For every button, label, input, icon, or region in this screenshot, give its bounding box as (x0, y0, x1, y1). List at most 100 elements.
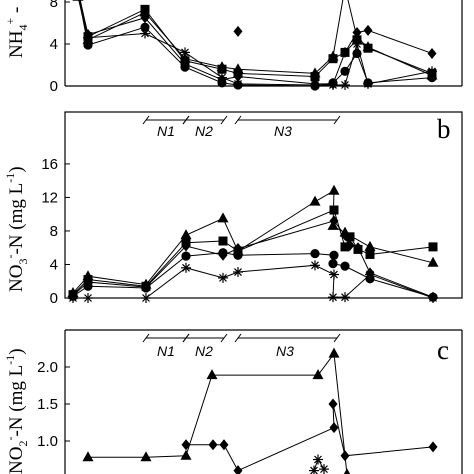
phase-bar-end (182, 333, 190, 343)
panel-c-ylabel: NO2--N (mg L-1) (3, 348, 30, 474)
diamond-marker (140, 12, 150, 24)
diamond-marker (340, 46, 350, 58)
y-tick-label: 2.0 (37, 359, 58, 376)
y-tick-label: 4 (50, 256, 58, 273)
asterisk-marker (328, 79, 338, 90)
series-line-asterisk (73, 264, 434, 299)
circle-marker (141, 283, 151, 293)
y-tick-label: 12 (41, 189, 58, 206)
asterisk-marker (352, 39, 362, 49)
square-marker (140, 4, 150, 14)
series-line-triangle (78, 0, 433, 76)
diamond-marker (181, 240, 191, 252)
triangle-marker (364, 240, 376, 251)
circle-marker (180, 62, 190, 72)
circle-marker (340, 261, 350, 271)
square-marker (310, 72, 320, 82)
phase-label: N3 (276, 343, 294, 359)
diamond-marker (340, 229, 350, 241)
square-marker (428, 242, 438, 252)
panel-c-axes: 1.0 1.5 2.0 (37, 329, 463, 474)
series-line-square (79, 0, 433, 78)
square-marker (365, 249, 375, 259)
diamond-marker (329, 422, 339, 434)
y-tick-label: 8 (50, 223, 58, 240)
asterisk-marker (233, 78, 243, 89)
phase-bar-end (234, 115, 242, 125)
square-marker (329, 205, 339, 215)
diamond-marker (427, 47, 437, 59)
triangle-marker (180, 449, 192, 460)
panel-c-plot (82, 347, 438, 474)
panel-a-axes: 0 4 8 (50, 0, 463, 95)
plot-frame (64, 111, 463, 299)
triangle-marker (82, 451, 94, 462)
diamond-marker (233, 71, 243, 83)
y-tick-label: 4 (50, 36, 58, 53)
y-tick-label: 1.0 (37, 433, 58, 450)
y-tick-label: 0 (50, 78, 58, 95)
series-line-diamond (72, 220, 434, 298)
diamond-marker (219, 439, 229, 451)
triangle-marker (427, 256, 439, 267)
circle-marker (181, 251, 191, 261)
square-marker (345, 232, 355, 242)
triangle-marker (343, 468, 351, 474)
asterisk-marker (340, 292, 350, 303)
panel-b-ylabel: NO3--N (mg L-1) (3, 166, 30, 292)
diamond-marker (233, 465, 243, 474)
asterisk-marker (310, 79, 320, 90)
panel-b-label: b (437, 114, 451, 144)
triangle-marker (309, 195, 321, 206)
panel-a-plot (72, 0, 438, 91)
diamond-marker (181, 439, 191, 451)
asterisk-marker (233, 267, 243, 278)
circle-marker (218, 248, 228, 258)
circle-marker (233, 250, 243, 260)
y-tick-label: 8 (50, 0, 58, 11)
panel-b-axes: 0 4 8 12 16 (41, 111, 463, 307)
asterisk-marker (319, 464, 329, 474)
circle-marker (83, 281, 93, 291)
phase-bar-end (142, 333, 150, 343)
phase-label: N1 (157, 343, 175, 359)
diamond-marker (233, 25, 243, 37)
triangle-marker (217, 212, 229, 223)
diamond-marker (329, 215, 339, 227)
panel-c: 1.0 1.5 2.0 c NO2--N (mg L-1) N1 N2 N3 (3, 329, 463, 474)
square-marker (328, 54, 338, 64)
diamond-marker (352, 26, 362, 38)
phase-bar-end (333, 333, 341, 343)
panel-b: 0 4 8 12 16 b NO3--N (mg L-1) N1 N2 N3 (3, 111, 463, 307)
asterisk-marker (427, 66, 437, 77)
triangle-marker (140, 451, 152, 462)
circle-marker (427, 73, 437, 83)
phase-label: N1 (157, 123, 175, 139)
asterisk-marker (329, 269, 339, 280)
panel-b-plot (67, 184, 439, 303)
asterisk-marker (180, 47, 190, 58)
asterisk-marker (363, 78, 373, 89)
triangle-marker (72, 0, 84, 1)
triangle-marker (328, 184, 340, 195)
series-line-circle (72, 252, 434, 298)
series-line-circle (78, 0, 433, 87)
asterisk-marker (68, 293, 78, 303)
square-marker (363, 43, 373, 53)
series-line-diamond (186, 403, 434, 472)
phase-label: N2 (195, 123, 213, 139)
panel-c-phases: N1 N2 N3 (142, 333, 341, 359)
phase-label: N3 (274, 123, 292, 139)
phase-label: N2 (195, 343, 213, 359)
asterisk-marker (328, 292, 338, 303)
asterisk-marker (83, 32, 93, 43)
panel-a: 0 4 8 NH4+ - (3, 0, 463, 95)
square-marker (218, 236, 228, 246)
asterisk-marker (365, 269, 375, 280)
y-tick-label: 0 (50, 290, 58, 307)
asterisk-marker (83, 293, 93, 303)
asterisk-marker (428, 293, 438, 303)
asterisk-marker (181, 262, 191, 273)
asterisk-marker (309, 465, 319, 474)
